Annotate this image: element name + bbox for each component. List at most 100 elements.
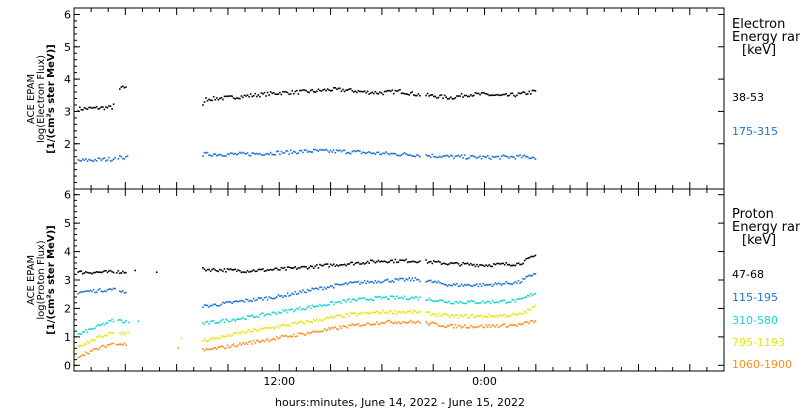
data-point	[368, 262, 370, 264]
data-point	[202, 322, 204, 324]
data-point	[443, 155, 446, 157]
data-point	[314, 306, 317, 308]
data-point	[123, 272, 126, 274]
data-point	[414, 296, 417, 298]
data-point	[334, 283, 337, 286]
data-point	[314, 331, 317, 334]
data-point	[299, 89, 301, 92]
data-point	[294, 151, 297, 153]
data-point	[272, 311, 275, 314]
data-point	[486, 326, 489, 328]
data-point	[288, 153, 290, 155]
data-point	[448, 316, 451, 319]
data-point	[434, 95, 437, 98]
data-point	[342, 316, 344, 318]
data-point	[325, 89, 327, 92]
data-point	[533, 293, 535, 296]
data-point	[288, 308, 290, 311]
data-point	[339, 284, 341, 286]
data-point	[80, 344, 83, 347]
data-point	[459, 314, 461, 317]
data-point	[425, 299, 427, 301]
data-point	[95, 336, 98, 338]
data-point	[497, 94, 500, 96]
data-point	[442, 282, 444, 285]
data-point	[483, 155, 486, 158]
data-point	[369, 324, 372, 326]
data-point	[351, 323, 354, 325]
data-point	[225, 335, 227, 338]
data-point	[202, 266, 204, 269]
data-point	[522, 297, 524, 300]
data-point	[211, 99, 213, 102]
data-point	[262, 312, 264, 315]
data-point	[453, 316, 455, 318]
data-point	[469, 314, 472, 316]
data-point	[212, 320, 215, 322]
data-point	[206, 151, 209, 154]
data-point	[297, 322, 300, 324]
data-point	[214, 153, 217, 155]
data-point	[243, 331, 246, 334]
data-point	[317, 150, 320, 152]
data-point	[235, 333, 238, 335]
data-point	[215, 270, 218, 272]
data-point	[406, 298, 409, 301]
data-point	[496, 93, 498, 96]
data-point	[513, 94, 515, 97]
data-point	[393, 296, 395, 298]
data-point	[291, 152, 294, 154]
data-point	[488, 324, 491, 326]
data-point	[285, 325, 287, 328]
data-point	[460, 301, 463, 304]
data-point	[294, 90, 297, 93]
data-point	[214, 322, 217, 324]
data-point	[379, 312, 381, 315]
data-point	[530, 309, 532, 311]
data-point	[203, 151, 206, 154]
data-point	[456, 326, 458, 329]
proton-legend-1060-1900: 1060-1900	[732, 358, 792, 371]
data-point	[118, 332, 121, 334]
data-point	[268, 94, 270, 96]
data-point	[443, 301, 446, 303]
data-point	[453, 262, 455, 265]
data-point	[314, 91, 317, 93]
data-point	[477, 265, 480, 268]
data-point	[314, 320, 317, 322]
data-point	[453, 302, 455, 305]
data-point	[494, 94, 497, 96]
data-point	[439, 299, 441, 301]
data-point	[317, 267, 320, 269]
data-point	[280, 311, 283, 314]
data-point	[457, 154, 460, 157]
data-point	[385, 261, 387, 263]
data-point	[237, 344, 240, 346]
data-point	[402, 153, 404, 155]
data-point	[82, 354, 84, 356]
data-point	[389, 321, 392, 323]
data-point	[231, 95, 233, 98]
data-point	[466, 317, 469, 319]
data-point	[534, 273, 537, 275]
data-point	[112, 342, 115, 345]
data-point	[98, 324, 101, 327]
data-point	[354, 299, 357, 302]
data-point	[202, 104, 204, 106]
data-point	[500, 94, 503, 96]
data-point	[88, 272, 90, 274]
data-point	[248, 315, 250, 318]
data-point	[122, 344, 124, 346]
data-point	[426, 322, 429, 325]
data-point	[352, 264, 355, 266]
data-point	[320, 90, 323, 92]
data-point	[336, 314, 338, 317]
data-point	[120, 86, 123, 88]
data-point	[337, 328, 340, 331]
data-point	[245, 271, 247, 274]
data-point	[92, 271, 95, 274]
electron-ylabel-line-1: ACE EPAM	[26, 74, 37, 124]
data-point	[228, 268, 230, 271]
data-point	[323, 149, 326, 151]
data-point	[239, 300, 241, 302]
